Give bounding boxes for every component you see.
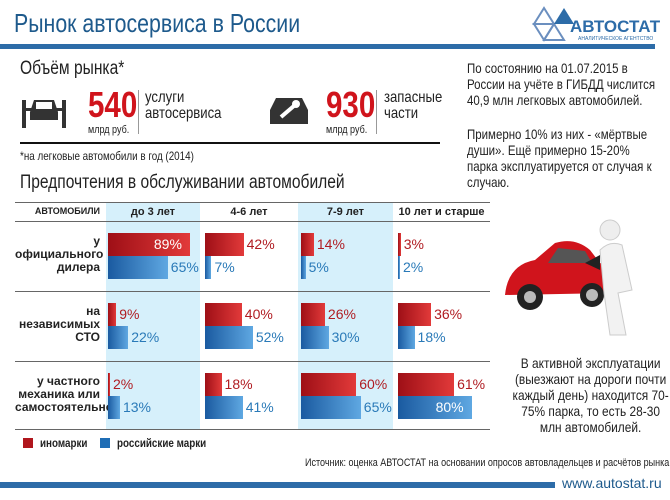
parts-value: 930	[326, 84, 376, 125]
separator	[138, 90, 139, 134]
value-label: 52%	[255, 329, 284, 345]
title-divider	[0, 44, 655, 49]
grid-line	[15, 291, 490, 292]
bar-russian	[108, 256, 168, 279]
car-lift-icon	[22, 92, 66, 133]
value-label: 61%	[457, 376, 486, 392]
bar-russian	[398, 256, 400, 279]
grid-line	[15, 221, 490, 222]
legend-foreign: иномарки	[40, 436, 88, 450]
value-label: 60%	[359, 376, 388, 392]
bar-russian	[108, 396, 120, 419]
value-label: 18%	[417, 329, 446, 345]
row-label: на независимых СТО	[18, 304, 100, 344]
bar-russian	[108, 326, 129, 349]
value-label: 5%	[308, 259, 329, 275]
column-header: 7-9 лет	[326, 206, 365, 218]
value-label: 2%	[403, 259, 424, 275]
value-label: 65%	[363, 399, 392, 415]
value-label: 26%	[327, 306, 356, 322]
value-label: 14%	[316, 236, 345, 252]
value-label: 9%	[119, 306, 140, 322]
services-label: услуги автосервиса	[145, 89, 222, 122]
site-link[interactable]: www.autostat.ru	[562, 475, 662, 491]
logo-triangles-icon: АВТОСТАТ АНАЛИТИЧЕСКОЕ АГЕНТСТВО	[532, 6, 661, 42]
legend-swatch-foreign	[23, 438, 33, 448]
bar-russian	[301, 326, 329, 349]
value-label: 89%	[153, 236, 182, 252]
grid-line	[15, 429, 490, 430]
market-volume-title: Объём рынка*	[20, 58, 125, 79]
row-label: у частного механика или самостоятельно	[15, 374, 114, 414]
svg-text:АНАЛИТИЧЕСКОЕ АГЕНТСТВО: АНАЛИТИЧЕСКОЕ АГЕНТСТВО	[578, 36, 653, 42]
bar-foreign	[108, 303, 117, 326]
bar-russian	[205, 326, 253, 349]
value-label: 13%	[122, 399, 151, 415]
bar-foreign	[205, 233, 244, 256]
bar-russian	[205, 256, 212, 279]
bar-russian	[205, 396, 243, 419]
parts-unit: млрд руб.	[326, 124, 368, 136]
row-label: у официального дилера	[15, 234, 104, 274]
value-label: 80%	[435, 399, 464, 415]
bar-russian	[301, 396, 361, 419]
value-label: 2%	[113, 376, 134, 392]
footnote: *на легковые автомобили в год (2014)	[20, 149, 194, 163]
corner-label: АВТОМОБИЛИ	[34, 206, 100, 216]
preferences-chart: АВТОМОБИЛИ до 3 лет 4-6 лет 7-9 лет 10 л…	[15, 202, 490, 430]
services-unit: млрд руб.	[88, 124, 130, 136]
svg-text:АВТОСТАТ: АВТОСТАТ	[570, 17, 661, 36]
column-header: 4-6 лет	[230, 206, 268, 218]
legend-swatch-russian	[100, 438, 110, 448]
bar-foreign	[398, 303, 432, 326]
value-label: 41%	[245, 399, 274, 415]
bar-russian	[398, 326, 415, 349]
legend-russian: российские марки	[117, 436, 207, 450]
value-label: 40%	[244, 306, 273, 322]
bar-foreign	[398, 233, 401, 256]
note-dead-souls: Примерно 10% из них - «мёртвые души». Ещ…	[467, 126, 652, 190]
column-header: 10 лет и старше	[398, 206, 485, 218]
autostat-logo: АВТОСТАТ АНАЛИТИЧЕСКОЕ АГЕНТСТВО	[530, 4, 665, 44]
bar-russian	[398, 396, 472, 419]
parts-label: запасные части	[384, 89, 443, 122]
value-label: 18%	[224, 376, 253, 392]
bar-foreign	[301, 233, 314, 256]
note-active: В активной эксплуатации (выезжают на дор…	[512, 355, 669, 435]
separator	[376, 90, 377, 134]
column-header: до 3 лет	[130, 206, 176, 218]
grid-line	[15, 361, 490, 362]
value-label: 3%	[403, 236, 424, 252]
grid-line	[15, 202, 490, 203]
bar-foreign	[398, 373, 455, 396]
value-label: 36%	[434, 306, 463, 322]
source-note: Источник: оценка АВТОСТАТ на основании о…	[305, 457, 670, 469]
value-label: 22%	[131, 329, 160, 345]
car-with-key-illustration	[500, 215, 645, 345]
value-label: 65%	[170, 259, 199, 275]
bar-foreign	[205, 303, 242, 326]
services-value: 540	[88, 84, 138, 125]
bar-foreign	[301, 373, 357, 396]
footer-bar	[0, 482, 555, 488]
bar-russian	[301, 256, 306, 279]
value-label: 30%	[331, 329, 360, 345]
bar-foreign	[205, 373, 222, 396]
car-wrench-icon	[268, 96, 310, 131]
chart-title: Предпочтения в обслуживании автомобилей	[20, 172, 345, 193]
note-registered: По состоянию на 01.07.2015 в России на у…	[467, 60, 656, 108]
divider	[20, 142, 440, 144]
bar-foreign	[108, 373, 110, 396]
bar-foreign	[108, 233, 190, 256]
bar-foreign	[301, 303, 325, 326]
page-title: Рынок автосервиса в России	[14, 8, 301, 38]
value-label: 42%	[246, 236, 275, 252]
value-label: 7%	[214, 259, 235, 275]
